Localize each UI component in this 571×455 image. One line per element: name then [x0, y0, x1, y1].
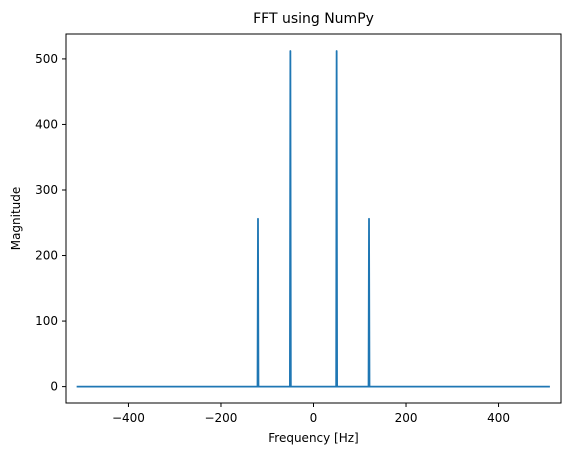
chart-title: FFT using NumPy — [253, 11, 374, 27]
y-tick-label: 500 — [35, 52, 58, 66]
y-tick-label: 300 — [35, 183, 58, 197]
y-tick-label: 400 — [35, 117, 58, 131]
x-axis-label: Frequency [Hz] — [268, 431, 359, 445]
y-tick-label: 100 — [35, 314, 58, 328]
x-tick-label: 400 — [487, 411, 510, 425]
y-tick-label: 200 — [35, 249, 58, 263]
y-axis-label: Magnitude — [9, 187, 23, 251]
x-tick-label: −400 — [112, 411, 145, 425]
plot-frame — [65, 33, 562, 404]
magnitude-line — [76, 50, 550, 388]
x-tick-label: 0 — [310, 411, 318, 425]
x-axis: −400 −200 0 200 400 — [112, 403, 510, 425]
x-tick-label: 200 — [395, 411, 418, 425]
y-tick-label: 0 — [50, 380, 58, 394]
y-axis: 0 100 200 300 400 500 — [35, 52, 66, 394]
x-tick-label: −200 — [204, 411, 237, 425]
